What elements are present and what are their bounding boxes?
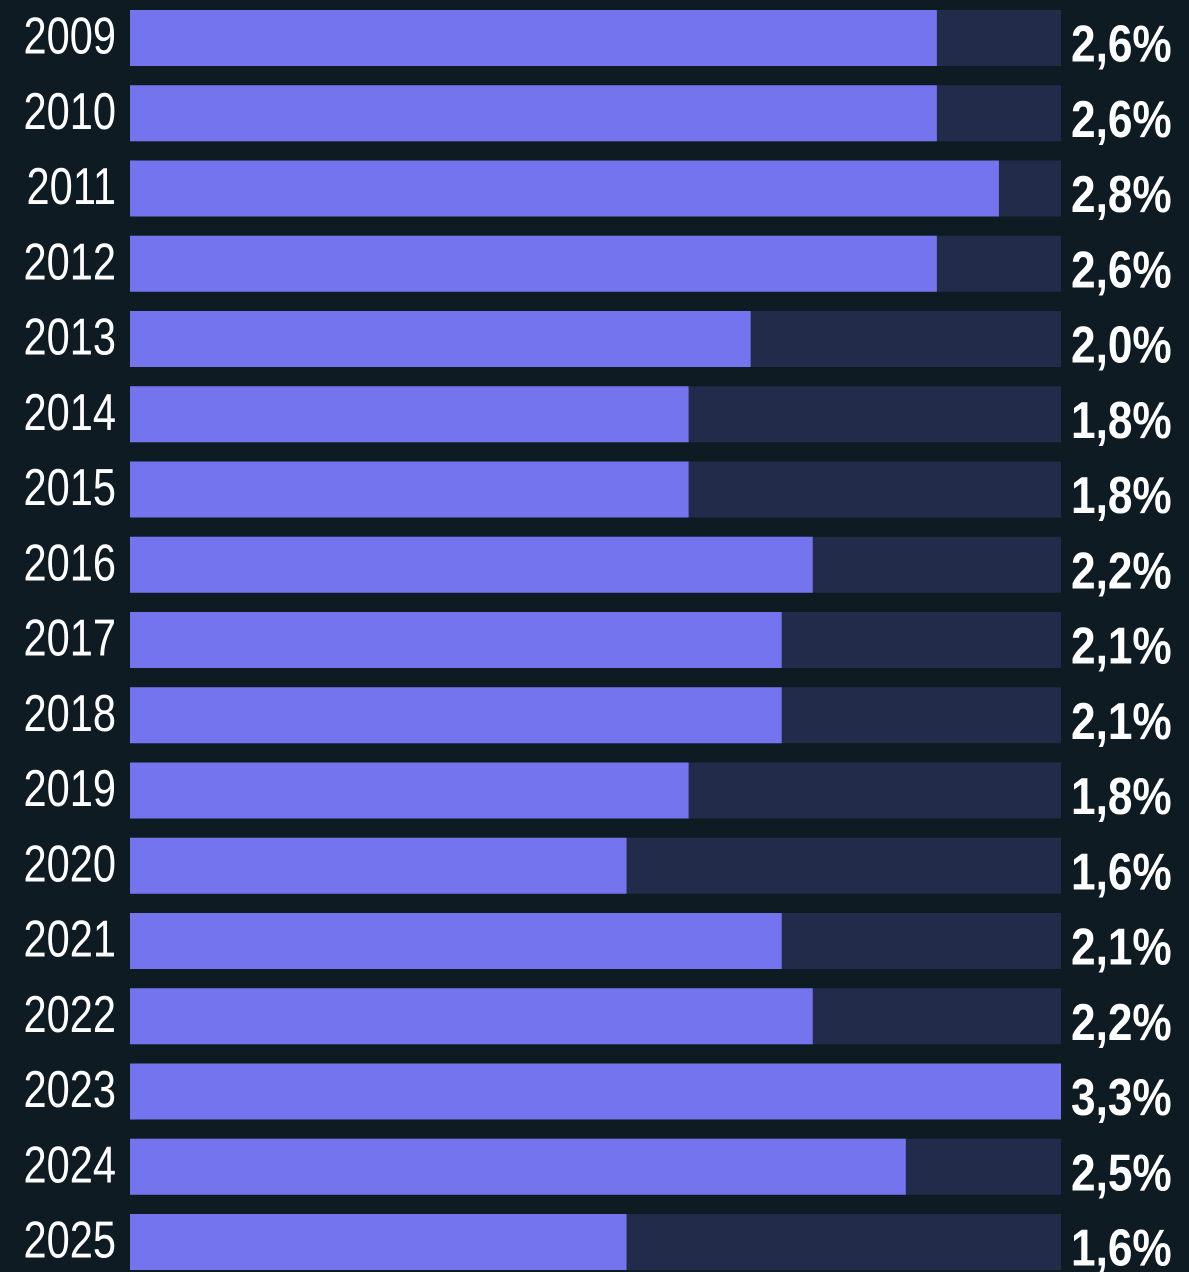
bar <box>130 85 937 142</box>
y-tick-label: 2023 <box>23 1060 116 1119</box>
value-label: 2,8% <box>1071 166 1172 224</box>
bar <box>130 1214 627 1270</box>
value-label: 2,6% <box>1071 241 1172 299</box>
value-label: 3,3% <box>1071 1069 1172 1127</box>
y-tick-label: 2017 <box>23 608 116 667</box>
bar <box>130 612 782 668</box>
y-tick-label: 2025 <box>23 1210 116 1269</box>
y-tick-label: 2014 <box>23 382 116 441</box>
value-label: 2,0% <box>1071 316 1172 374</box>
value-label: 1,8% <box>1071 392 1172 450</box>
y-tick-label: 2013 <box>23 307 116 366</box>
y-tick-label: 2018 <box>23 683 116 742</box>
bar <box>130 10 937 66</box>
y-tick-label: 2010 <box>23 81 116 140</box>
bar <box>130 687 782 744</box>
value-label: 2,1% <box>1071 918 1172 976</box>
y-tick-label: 2020 <box>23 834 116 893</box>
value-label: 1,8% <box>1071 467 1172 525</box>
bar <box>130 386 689 443</box>
bar <box>130 160 999 217</box>
value-label: 2,1% <box>1071 693 1172 751</box>
bar <box>130 461 689 518</box>
plot-area <box>130 10 1061 1270</box>
y-tick-label: 2012 <box>23 232 116 291</box>
bar <box>130 762 689 819</box>
bar <box>130 1138 906 1195</box>
y-tick-label: 2011 <box>27 157 116 216</box>
bar <box>130 311 751 367</box>
bar <box>130 536 813 593</box>
value-label: 2,5% <box>1071 1144 1172 1202</box>
value-label: 1,8% <box>1071 768 1172 826</box>
value-label: 2,6% <box>1071 91 1172 149</box>
bar <box>130 988 813 1045</box>
y-tick-label: 2024 <box>23 1135 116 1194</box>
y-tick-label: 2015 <box>23 458 116 517</box>
value-label: 2,2% <box>1071 542 1172 600</box>
bar <box>130 913 782 969</box>
bar <box>130 235 937 292</box>
value-label: 2,6% <box>1071 15 1172 73</box>
value-label: 2,2% <box>1071 994 1172 1052</box>
bar <box>130 837 627 894</box>
value-label: 1,6% <box>1071 843 1172 901</box>
bar <box>130 1063 1061 1120</box>
value-label: 1,6% <box>1071 1219 1172 1272</box>
y-tick-label: 2022 <box>23 984 116 1043</box>
y-tick-label: 2009 <box>23 6 116 65</box>
y-tick-label: 2016 <box>23 533 116 592</box>
value-label: 2,1% <box>1071 617 1172 675</box>
y-tick-label: 2021 <box>23 909 116 968</box>
y-tick-label: 2019 <box>23 759 116 818</box>
